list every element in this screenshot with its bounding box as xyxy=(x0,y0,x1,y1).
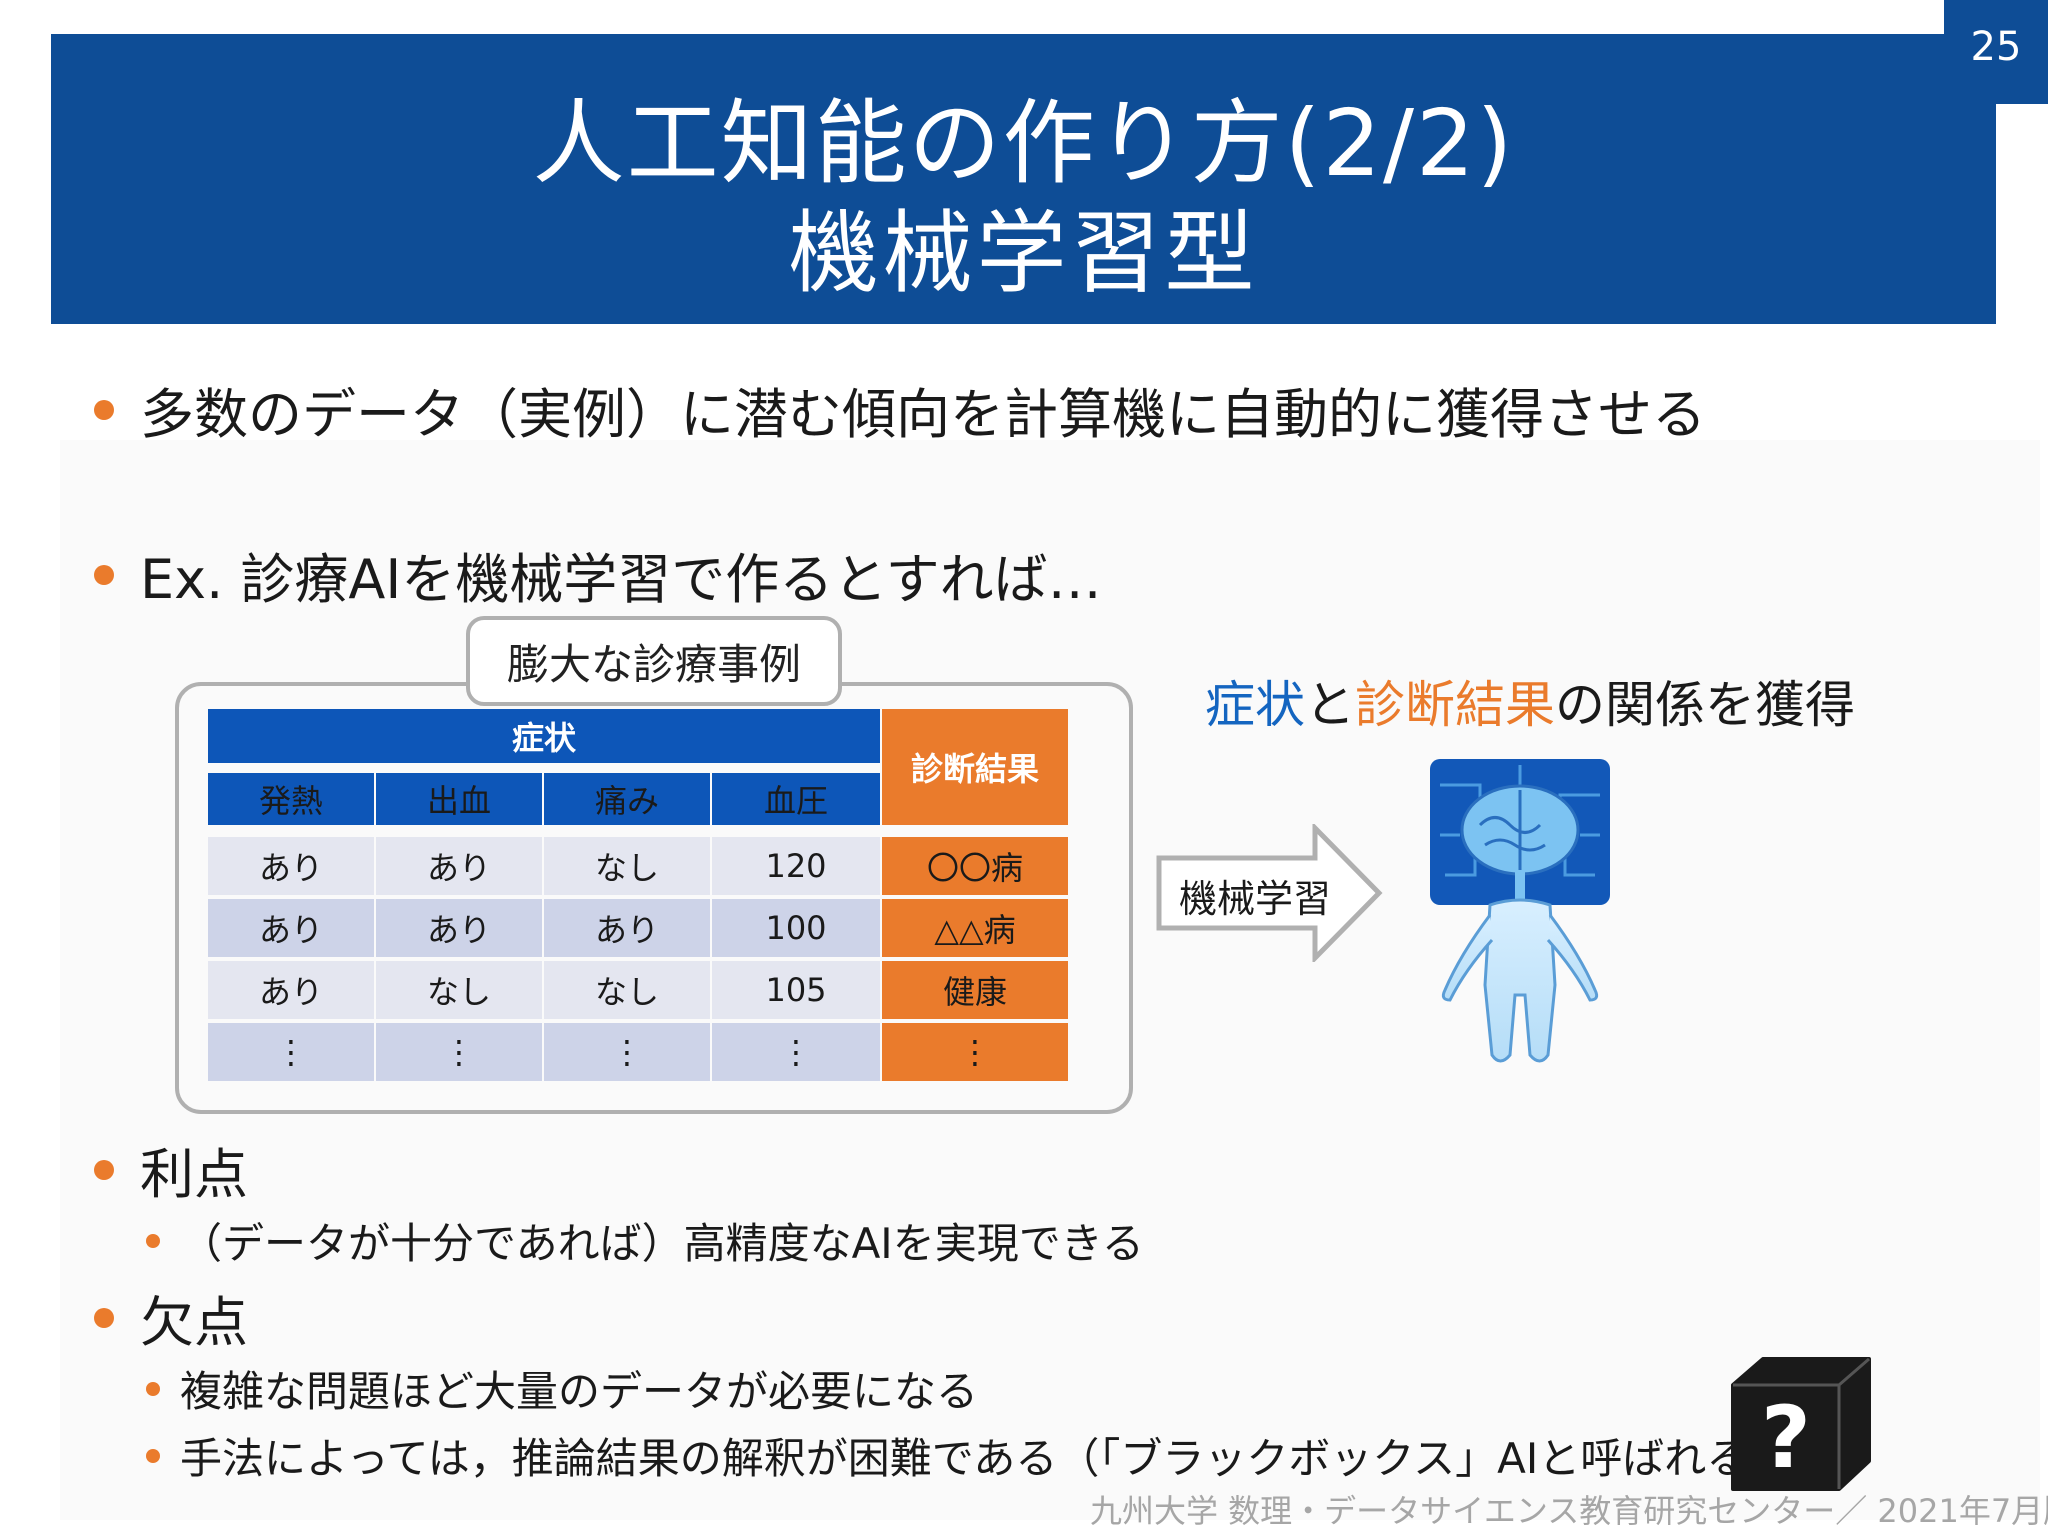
table-cell: ⋮ xyxy=(712,1023,880,1081)
symptom-header: 症状 xyxy=(208,709,880,763)
black-box-question-icon: ? xyxy=(1731,1357,1871,1491)
bullet-disadvantage: 欠点 xyxy=(94,1278,248,1357)
bullet-text: 利点 xyxy=(140,1143,248,1206)
column-header: 痛み xyxy=(544,773,710,825)
sub-bullet-advantage: （データが十分であれば）高精度なAIを実現できる xyxy=(146,1210,1144,1271)
column-header: 出血 xyxy=(376,773,542,825)
table-cell: あり xyxy=(208,899,374,957)
right-arrow-icon xyxy=(1156,824,1383,962)
diagnosis-cell: 〇〇病 xyxy=(882,837,1068,895)
diagnosis-header: 診断結果 xyxy=(882,709,1068,825)
bullet-text: 手法によっては，推論結果の解釈が困難である（「ブラックボックス」AIと呼ばれる） xyxy=(180,1434,1791,1483)
diagnosis-cell: ⋮ xyxy=(882,1023,1068,1081)
slide-title: 人工知能の作り方(2/2) xyxy=(532,90,1515,197)
bullet-dot-icon xyxy=(94,1159,114,1180)
relation-diagnosis: 診断結果 xyxy=(1355,676,1555,734)
bullet-definition: 多数のデータ（実例）に潜む傾向を計算機に自動的に獲得させる xyxy=(94,370,1706,449)
page-number: 25 xyxy=(1970,24,2022,70)
footer: 九州大学 数理・データサイエンス教育研究センター／ 2021年7月版 xyxy=(1090,1492,2048,1530)
bullet-dot-icon xyxy=(94,564,114,585)
relation-rest: の関係を獲得 xyxy=(1555,676,1855,734)
arrow-label: 機械学習 xyxy=(1178,877,1331,921)
table-cell: あり xyxy=(376,837,542,895)
table-cell: なし xyxy=(544,961,710,1019)
bullet-dot-icon xyxy=(94,1307,114,1328)
table-cell: 100 xyxy=(712,899,880,957)
bullet-text: （データが十分であれば）高精度なAIを実現できる xyxy=(180,1219,1144,1268)
case-table-label: 膨大な診療事例 xyxy=(466,616,842,706)
slide-subtitle: 機械学習型 xyxy=(788,201,1259,306)
bullet-text: 欠点 xyxy=(140,1291,248,1354)
table-cell: 105 xyxy=(712,961,880,1019)
table-cell: あり xyxy=(544,899,710,957)
table-cell: ⋮ xyxy=(376,1023,542,1081)
relation-caption: 症状と診断結果の関係を獲得 xyxy=(1205,665,1855,737)
ai-brain-figure-icon xyxy=(1430,759,1610,1063)
table-cell: なし xyxy=(376,961,542,1019)
diagnosis-cell: △△病 xyxy=(882,899,1068,957)
slide-header: 人工知能の作り方(2/2) 機械学習型 xyxy=(51,34,1996,324)
column-header: 血圧 xyxy=(712,773,880,825)
bullet-example: Ex. 診療AIを機械学習で作るとすれば… xyxy=(94,535,1102,614)
bullet-text: Ex. 診療AIを機械学習で作るとすれば… xyxy=(140,548,1102,611)
table-cell: なし xyxy=(544,837,710,895)
bullet-text: 複雑な問題ほど大量のデータが必要になる xyxy=(180,1367,979,1416)
sub-bullet-disadvantage-1: 複雑な問題ほど大量のデータが必要になる xyxy=(146,1358,978,1419)
page-number-box xyxy=(1944,0,2048,104)
table-cell: ⋮ xyxy=(544,1023,710,1081)
bullet-advantage: 利点 xyxy=(94,1130,248,1209)
relation-symptom: 症状 xyxy=(1205,676,1305,734)
svg-text:?: ? xyxy=(1761,1388,1811,1488)
table-cell: あり xyxy=(376,899,542,957)
sub-bullet-disadvantage-2: 手法によっては，推論結果の解釈が困難である（「ブラックボックス」AIと呼ばれる） xyxy=(146,1425,1790,1486)
bullet-dot-icon xyxy=(94,399,114,420)
relation-and: と xyxy=(1305,676,1355,734)
bullet-dot-icon xyxy=(146,1448,160,1463)
table-cell: あり xyxy=(208,961,374,1019)
column-header: 発熱 xyxy=(208,773,374,825)
bullet-text: 多数のデータ（実例）に潜む傾向を計算機に自動的に獲得させる xyxy=(140,383,1706,446)
bullet-dot-icon xyxy=(146,1233,160,1248)
table-cell: 120 xyxy=(712,837,880,895)
table-cell: あり xyxy=(208,837,374,895)
bullet-dot-icon xyxy=(146,1381,160,1396)
table-cell: ⋮ xyxy=(208,1023,374,1081)
diagnosis-cell: 健康 xyxy=(882,961,1068,1019)
